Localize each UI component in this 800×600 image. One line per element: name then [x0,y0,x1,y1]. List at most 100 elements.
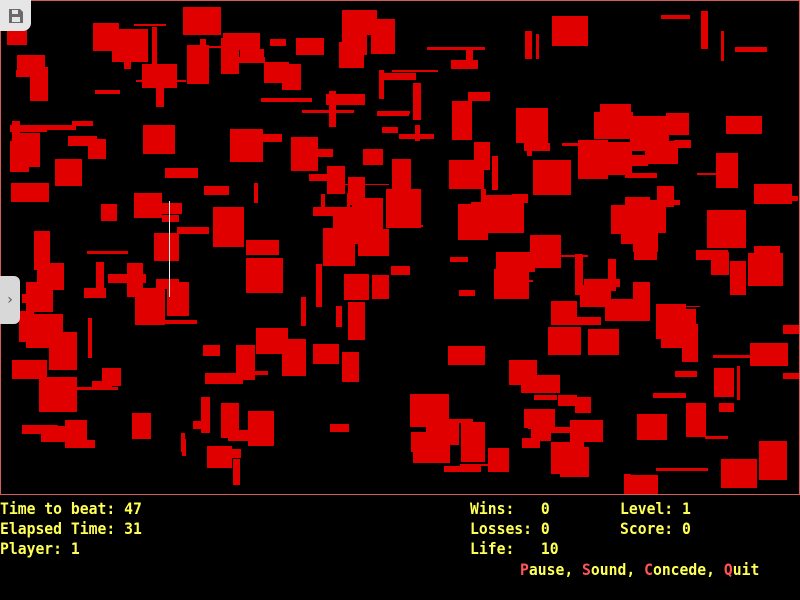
label: Life: [470,539,515,558]
obstacle [625,173,658,179]
obstacle [204,372,243,385]
obstacle [561,143,587,147]
obstacle [29,66,49,102]
expand-panel-button[interactable]: › [0,276,20,324]
obstacle [713,355,772,358]
obstacle [300,296,306,326]
obstacle [545,427,580,433]
obstacle [253,183,258,203]
obstacle [653,392,686,399]
obstacle [330,183,390,185]
hotkey: C [644,560,653,579]
obstacle [570,316,602,325]
obstacle [316,263,322,308]
obstacle [449,256,468,262]
obstacle [528,426,580,430]
obstacle [161,214,179,222]
obstacle [532,159,571,196]
obstacle [233,459,241,486]
obstacle [574,396,591,413]
obstacle [673,140,691,149]
obstacle [715,153,739,189]
obstacle [550,300,578,325]
obstacle [269,39,286,46]
obstacle [95,89,121,95]
obstacle [495,252,536,273]
obstacle [36,262,64,290]
obstacle [39,377,77,412]
obstacle [135,80,187,82]
obstacle [588,328,620,355]
obstacle [750,343,788,366]
obstacle [344,283,368,291]
save-button[interactable] [0,0,31,31]
obstacle [624,473,632,494]
obstacle [341,16,368,56]
obstacle [697,173,730,175]
obstacle [10,183,50,202]
hotkey: P [520,560,529,579]
obstacle [155,79,164,108]
obstacle [461,422,485,462]
obstacle [291,137,319,171]
obstacle [308,174,332,182]
obstacle [22,424,59,435]
obstacle [734,47,767,52]
obstacle [348,302,365,341]
obstacle [637,413,668,441]
obstacle [247,410,274,446]
obstacle [38,124,77,131]
obstacle [227,430,249,442]
value: 1 [70,539,80,558]
label: Wins: [470,499,515,518]
label: Time to beat: [0,499,116,518]
obstacle [625,474,659,494]
label: Losses: [470,519,533,538]
obstacle [326,165,345,195]
obstacle [720,31,725,61]
obstacle [608,259,616,291]
obstacle [102,367,121,386]
obstacle [204,185,230,196]
value: 0 [682,519,691,538]
obstacle [444,419,474,424]
obstacle [181,433,186,452]
value: 10 [540,539,559,558]
obstacle [605,298,639,322]
obstacle [72,121,94,127]
obstacle [221,403,239,439]
menu-label: oncede [652,560,707,579]
obstacle [577,140,608,180]
obstacle [336,306,343,328]
obstacle [133,192,162,218]
label: Player: [0,539,63,558]
obstacle [391,159,411,196]
obstacle [656,303,686,339]
stat-wins: Wins: 0 [470,499,550,519]
value: 1 [682,499,691,518]
obstacle [782,325,799,335]
obstacle [64,420,87,448]
obstacle [10,125,47,132]
obstacle [570,420,604,443]
obstacle [449,160,484,190]
obstacle [54,159,82,187]
obstacle [533,395,557,401]
obstacle [95,262,105,291]
obstacle [199,38,206,75]
obstacle [100,203,118,221]
obstacle [520,374,560,393]
obstacle [155,278,180,289]
obstacle [541,254,589,257]
menu-label: uit [732,560,760,579]
menu-quit[interactable]: Quit [724,560,759,579]
obstacle [246,257,283,294]
obstacle [665,112,689,136]
obstacle [548,327,582,356]
obstacle [240,48,265,61]
obstacle [10,140,29,173]
menu-pause[interactable]: Pause [520,560,564,579]
obstacle [730,261,746,296]
menu-sound[interactable]: Sound [582,560,626,579]
menu-concede[interactable]: Concede [644,560,706,579]
